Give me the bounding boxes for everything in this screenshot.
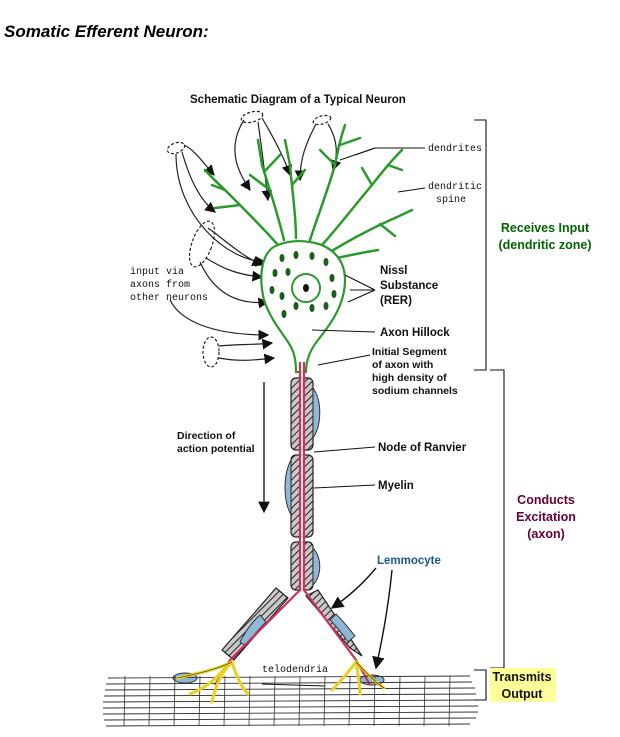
- label-nissl-3: (RER): [380, 295, 412, 307]
- zone-transmits-2: Output: [502, 687, 544, 701]
- label-input-3: other neurons: [130, 292, 208, 304]
- label-initial-2: of axon with: [372, 359, 433, 371]
- telodendria-outline: [177, 661, 385, 689]
- label-node-of-ranvier: Node of Ranvier: [378, 442, 467, 454]
- zone-receives-1: Receives Input: [501, 221, 590, 235]
- nissl-substance: [269, 251, 337, 318]
- structure-labels: dendrites dendritic spine input via axon…: [130, 143, 482, 676]
- label-input-2: axons from: [130, 279, 190, 291]
- nucleolus: [303, 284, 309, 292]
- label-nissl-2: Substance: [380, 280, 438, 292]
- label-axon-hillock: Axon Hillock: [380, 327, 450, 339]
- diagram-title: Schematic Diagram of a Typical Neuron: [190, 94, 406, 106]
- label-dendrites: dendrites: [428, 143, 482, 155]
- dendritic-tree: [203, 123, 414, 260]
- page-title: Somatic Efferent Neuron:: [4, 22, 209, 41]
- label-direction-2: action potential: [177, 443, 255, 455]
- label-myelin: Myelin: [378, 480, 414, 492]
- label-direction-1: Direction of: [177, 430, 236, 442]
- zone-receives-2: (dendritic zone): [498, 238, 591, 252]
- lemmocyte-arrows: [330, 567, 393, 670]
- zone-transmits-highlight: [490, 668, 556, 702]
- label-initial-4: sodium channels: [372, 385, 458, 397]
- muscle-fibers: [102, 675, 479, 727]
- label-lemmocyte: Lemmocyte: [377, 555, 441, 567]
- label-dendritic-spine-2: spine: [436, 194, 466, 206]
- zone-brackets: [474, 119, 505, 701]
- zone-labels: Receives Input (dendritic zone) Conducts…: [490, 221, 592, 702]
- leader-lines: [261, 147, 426, 687]
- label-dendritic-spine-1: dendritic: [428, 181, 482, 193]
- label-input-1: input via: [130, 266, 184, 278]
- zone-conducts-1: Conducts: [517, 493, 575, 507]
- zone-transmits-1: Transmits: [492, 670, 551, 684]
- myelin-sheath: [221, 377, 363, 661]
- label-initial-1: Initial Segment: [372, 346, 447, 358]
- zone-conducts-2: Excitation: [516, 510, 576, 524]
- input-arrows: [169, 117, 342, 365]
- zone-conducts-3: (axon): [527, 527, 565, 541]
- label-telodendria: telodendria: [262, 664, 328, 676]
- label-nissl-1: Nissl: [380, 265, 408, 277]
- cell-body: [260, 239, 347, 374]
- label-initial-3: high density of: [372, 372, 447, 384]
